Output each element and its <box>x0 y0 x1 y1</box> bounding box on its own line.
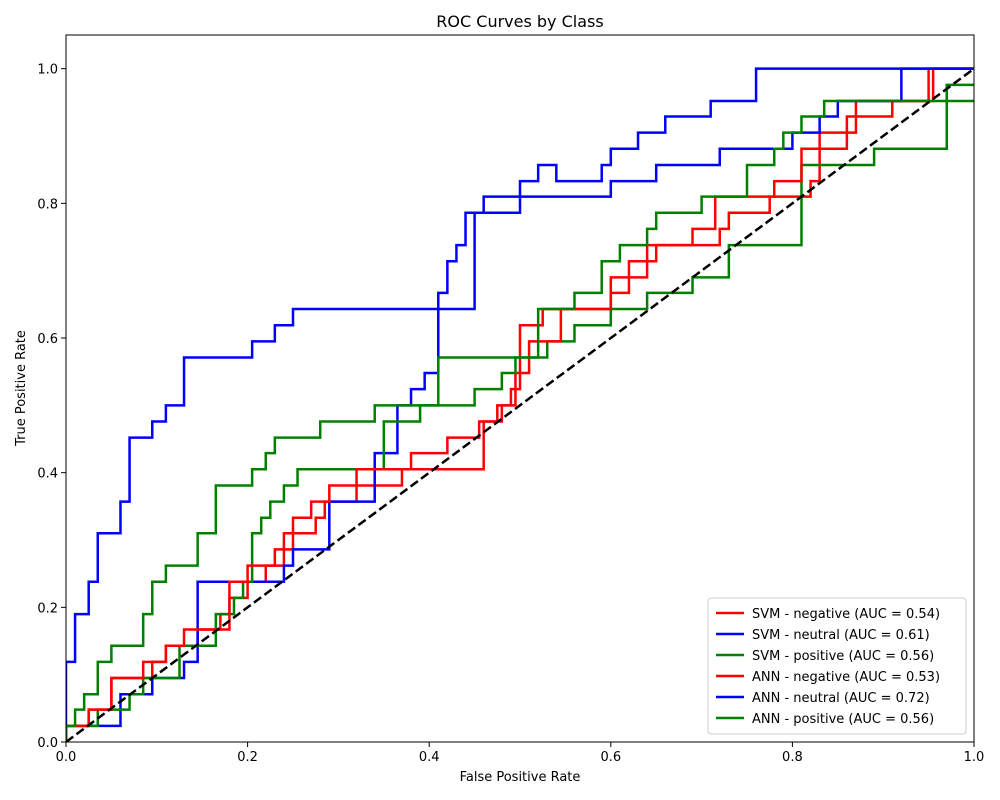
legend-label: SVM - positive (AUC = 0.56) <box>752 649 934 664</box>
series-line-4 <box>66 67 974 742</box>
x-tick-label: 0.0 <box>56 750 77 765</box>
y-tick-label: 0.8 <box>37 197 58 212</box>
x-axis-label: False Positive Rate <box>460 770 581 785</box>
legend-label: SVM - neutral (AUC = 0.61) <box>752 628 930 643</box>
x-tick-label: 0.2 <box>237 750 258 765</box>
legend-label: ANN - negative (AUC = 0.53) <box>752 670 940 685</box>
chart-title: ROC Curves by Class <box>436 12 603 31</box>
y-axis-label: True Positive Rate <box>14 330 29 447</box>
series-line-1 <box>66 67 974 742</box>
diagonal-reference-line <box>66 67 974 742</box>
legend-label: ANN - positive (AUC = 0.56) <box>752 712 934 727</box>
x-tick-label: 0.8 <box>782 750 803 765</box>
y-tick-label: 0.2 <box>37 601 58 616</box>
y-tick-label: 0.0 <box>37 736 58 751</box>
legend-box <box>707 597 967 735</box>
legend-label: SVM - negative (AUC = 0.54) <box>752 607 940 622</box>
legend-label: ANN - neutral (AUC = 0.72) <box>752 691 930 706</box>
series-line-5 <box>66 99 974 742</box>
y-tick-label: 0.6 <box>37 332 58 347</box>
series-line-3 <box>66 67 974 742</box>
x-tick-label: 0.4 <box>419 750 440 765</box>
plot-area: 0.0 0.2 0.4 0.6 0.8 1.0 0.0 0.2 0.4 0.6 0.8 1.0 <box>37 34 985 765</box>
y-tick-label: 1.0 <box>37 63 58 78</box>
series-line-2 <box>66 83 974 742</box>
series-lines <box>66 67 974 742</box>
axes-frame <box>65 34 975 743</box>
x-tick-label: 0.6 <box>600 750 621 765</box>
legend: SVM - negative (AUC = 0.54) SVM - neutral… <box>707 597 967 735</box>
x-tick-label: 1.0 <box>964 750 985 765</box>
y-tick-label: 0.4 <box>37 467 58 482</box>
